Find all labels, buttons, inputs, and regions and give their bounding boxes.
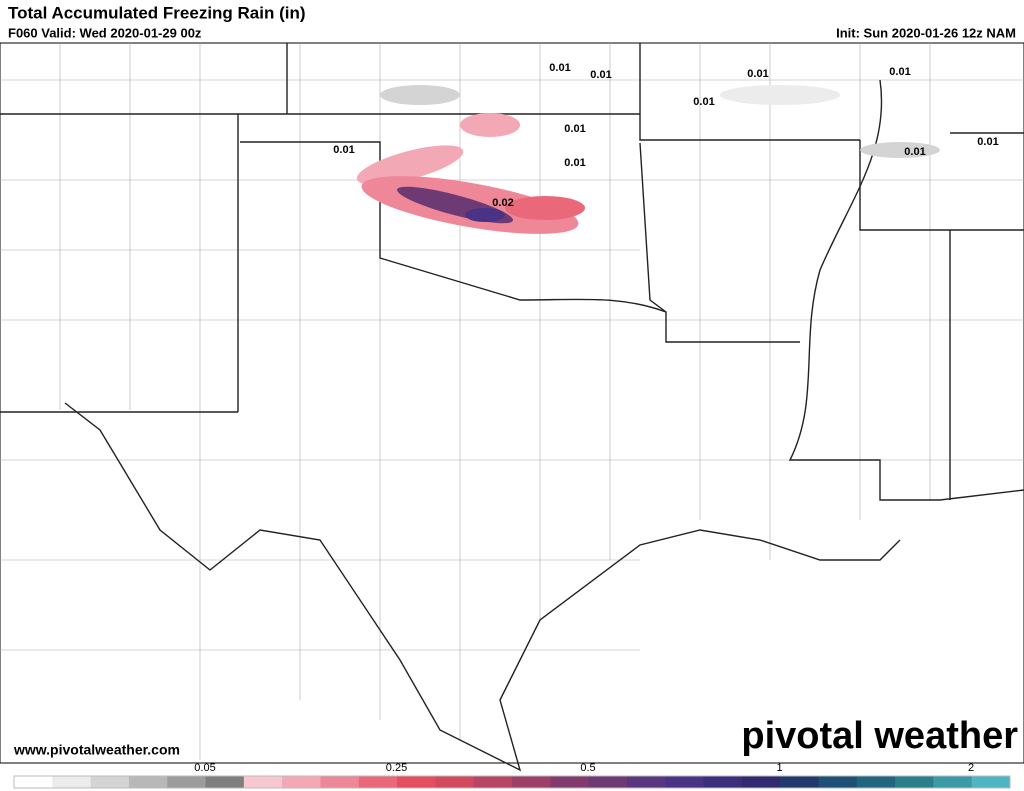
valid-time: F060 Valid: Wed 2020-01-29 00z <box>8 25 202 40</box>
colorbar-swatch <box>895 776 934 788</box>
website: www.pivotalweather.com <box>13 742 180 758</box>
point-label: 0.01 <box>889 66 910 78</box>
colorbar-swatch <box>243 776 283 788</box>
colorbar-swatch <box>933 776 973 788</box>
colorbar-swatch <box>128 776 168 788</box>
point-label: 0.01 <box>564 123 585 135</box>
colorbar-swatch <box>703 776 743 788</box>
point-labels: 0.01 0.01 0.01 0.01 0.01 0.01 0.01 0.01 0.01 0.01… <box>333 62 998 209</box>
colorbar-frame <box>13 775 1011 789</box>
point-label: 0.01 <box>564 157 585 169</box>
point-label: 0.01 <box>747 68 768 80</box>
colorbar-swatch <box>397 776 436 788</box>
colorbar-swatch <box>971 776 1011 788</box>
colorbar-swatch <box>358 776 398 788</box>
map-area <box>0 42 1024 772</box>
colorbar-swatch <box>550 776 590 788</box>
precip-shading <box>356 85 940 234</box>
colorbar-swatch <box>282 776 321 788</box>
point-label: 0.01 <box>977 136 998 148</box>
point-label: 0.01 <box>333 144 354 156</box>
colorbar-swatch <box>14 776 53 788</box>
colorbar-tick-label: 0.5 <box>580 762 595 774</box>
colorbar-swatch <box>818 776 858 788</box>
colorbar-swatch <box>473 776 513 788</box>
colorbar-tick-label: 0.25 <box>386 762 407 774</box>
colorbar-swatch <box>856 776 896 788</box>
point-label: 0.01 <box>590 69 611 81</box>
colorbar-swatch <box>205 776 245 788</box>
colorbar-tick-label: 2 <box>968 762 974 774</box>
point-label: 0.01 <box>549 62 570 74</box>
colorbar-swatch <box>741 776 781 788</box>
colorbar-swatch <box>90 776 130 788</box>
colorbar-swatch <box>52 776 92 788</box>
init-time: Init: Sun 2020-01-26 12z NAM <box>836 25 1016 40</box>
colorbar-swatch <box>665 776 705 788</box>
colorbar-swatch <box>512 776 551 788</box>
colorbar-swatch <box>435 776 475 788</box>
point-label: 0.01 <box>904 146 925 158</box>
colorbar-tick-label: 1 <box>776 762 782 774</box>
brand-logo: pivotal weather <box>741 715 1018 757</box>
colorbar-swatch <box>167 776 207 788</box>
point-label: 0.01 <box>693 96 714 108</box>
colorbar-tick-label: 0.05 <box>194 762 215 774</box>
colorbar-swatch <box>780 776 819 788</box>
colorbar-swatch <box>588 776 628 788</box>
colorbar: 0.05 0.25 0.5 1 2 <box>13 762 1011 789</box>
title: Total Accumulated Freezing Rain (in) <box>8 3 306 22</box>
colorbar-swatch <box>320 776 360 788</box>
point-label: 0.02 <box>492 197 513 209</box>
colorbar-swatch <box>626 776 666 788</box>
